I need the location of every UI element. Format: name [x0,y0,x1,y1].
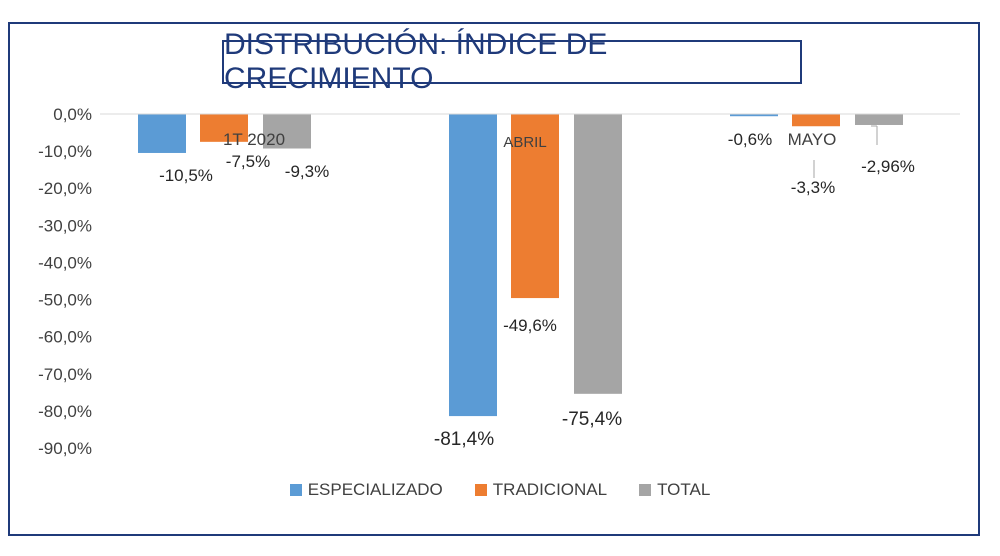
legend-label: TOTAL [657,480,711,499]
bar-especializado-1 [449,114,497,417]
chart-legend: ESPECIALIZADO TRADICIONAL TOTAL [0,480,1000,500]
y-tick-label: -40,0% [38,253,92,272]
legend-label: ESPECIALIZADO [307,480,443,499]
data-label: -3,3% [791,178,835,197]
y-tick-label: -80,0% [38,402,92,421]
y-tick-label: -10,0% [38,142,92,161]
legend-swatch [474,484,487,496]
data-label: -2,96% [861,157,915,176]
legend-item: ESPECIALIZADO [289,480,443,500]
y-tick-label: -60,0% [38,328,92,347]
data-label: -75,4% [562,409,622,430]
bar-especializado-0 [138,114,186,153]
y-tick-label: -20,0% [38,179,92,198]
bar-total-1 [574,114,622,394]
bar-especializado-2 [730,114,778,117]
bar-total-2 [855,114,903,125]
chart-frame [8,22,980,536]
y-tick-label: 0,0% [53,105,92,124]
legend-item: TOTAL [639,480,710,500]
data-label: -7,5% [226,152,270,171]
data-label: -0,6% [728,130,772,149]
category-label: ABRIL [503,134,546,151]
y-tick-label: -30,0% [38,216,92,235]
category-label: 1T 2020 [223,130,285,149]
y-tick-label: -70,0% [38,365,92,384]
legend-swatch [289,484,302,496]
bar-tradicional-2 [792,114,840,127]
y-tick-label: -50,0% [38,291,92,310]
legend-swatch [639,484,652,496]
legend-item: TRADICIONAL [474,480,608,500]
y-tick-label: -90,0% [38,439,92,458]
legend-label: TRADICIONAL [492,480,608,499]
category-label: MAYO [788,130,837,149]
data-label: -10,5% [159,166,213,185]
bar-tradicional-0 [200,114,248,142]
data-label: -49,6% [503,316,557,335]
data-label: -81,4% [434,429,494,450]
bar-tradicional-1 [511,114,559,299]
data-label: -9,3% [285,162,329,181]
chart-title: DISTRIBUCIÓN: ÍNDICE DE CRECIMIENTO [222,28,802,95]
bar-total-0 [263,114,311,149]
